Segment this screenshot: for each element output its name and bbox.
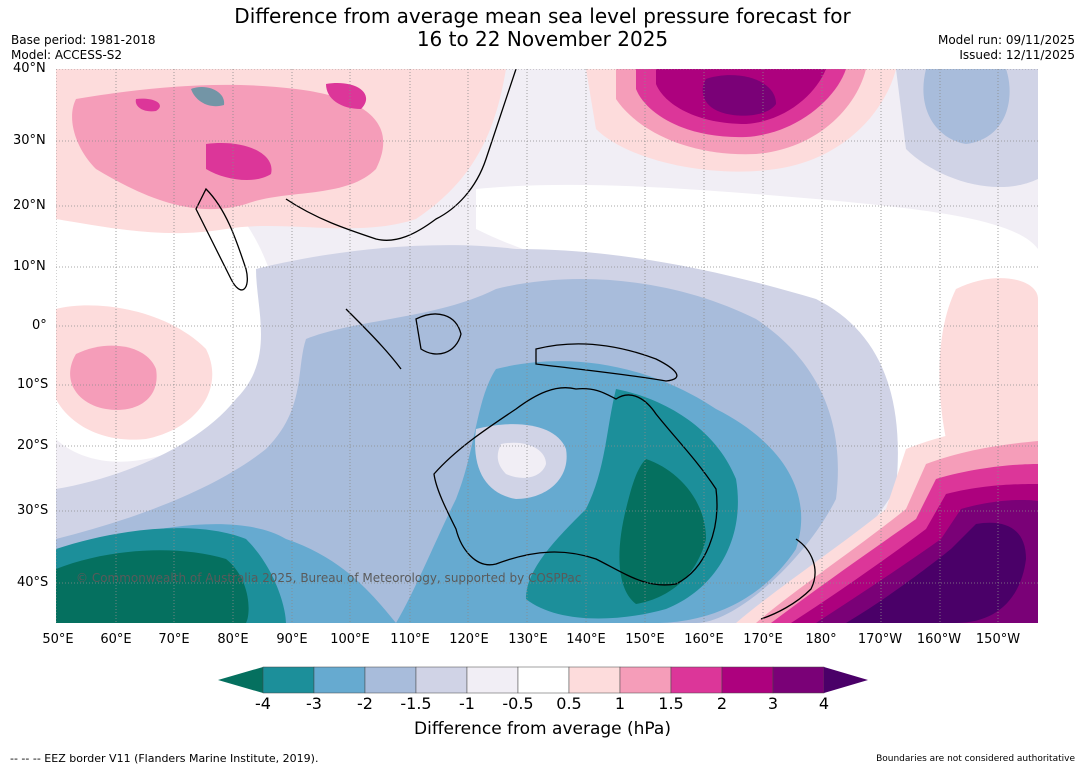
colorbar-segment	[364, 666, 417, 694]
colorbar-segment	[721, 666, 774, 694]
lon-label: 90°E	[276, 632, 308, 647]
colorbar-tick-label: -3	[306, 694, 322, 713]
colorbar-tick-label: -2	[357, 694, 373, 713]
colorbar-segment	[670, 666, 723, 694]
lat-label-40n: 40°N	[13, 61, 46, 76]
lat-label-10n: 10°N	[13, 259, 46, 274]
colorbar-extend-low	[218, 667, 263, 693]
colorbar-segment	[517, 666, 570, 694]
lon-label: 80°E	[217, 632, 249, 647]
contour-sepac-positive-5	[846, 522, 1026, 623]
newguinea-coast	[535, 343, 678, 382]
colorbar-tick-label: 1.5	[658, 694, 684, 713]
model-name: Model: ACCESS-S2	[11, 48, 123, 62]
lon-label: 170°E	[743, 632, 783, 647]
lat-label-10s: 10°S	[17, 377, 49, 392]
colorbar-segment	[262, 666, 315, 694]
issued-date: Issued: 12/11/2025	[959, 48, 1075, 62]
lon-label: 120°E	[449, 632, 489, 647]
pressure-anomaly-map: © Commonwealth of Australia 2025, Bureau…	[56, 69, 1038, 623]
colorbar-tick-label: 0.5	[556, 694, 582, 713]
lon-label: 60°E	[100, 632, 132, 647]
colorbar-tick-label: -0.5	[502, 694, 534, 713]
asia-coast	[285, 69, 517, 241]
colorbar-segment	[415, 666, 468, 694]
india-coast	[195, 187, 248, 291]
lon-label: 100°E	[330, 632, 370, 647]
base-period: Base period: 1981-2018	[11, 33, 156, 47]
colorbar-tick-label: -1	[459, 694, 475, 713]
contour-nepac-negative-2	[923, 69, 1010, 144]
map-title-line1: Difference from average mean sea level p…	[234, 4, 851, 28]
lon-label: 70°E	[158, 632, 190, 647]
himalaya-feature	[191, 86, 225, 107]
lat-label-20s: 20°S	[17, 438, 49, 453]
lat-label-30s: 30°S	[17, 503, 49, 518]
graticule	[56, 69, 1038, 623]
lon-label: 150°W	[975, 632, 1021, 647]
eez-border-note: -- -- -- EEZ border V11 (Flanders Marine…	[10, 752, 319, 765]
colorbar-tick-label: 4	[818, 694, 830, 713]
lon-label: 170°W	[857, 632, 903, 647]
lon-label: 160°W	[916, 632, 962, 647]
colorbar-segment	[619, 666, 672, 694]
contour-aus-interior-weak	[497, 442, 546, 478]
lon-label: 110°E	[390, 632, 430, 647]
lat-label-30n: 30°N	[13, 133, 46, 148]
contour-aus-negative-5	[56, 459, 706, 623]
map-title-line2: 16 to 22 November 2025	[416, 27, 669, 51]
lon-label: 140°E	[566, 632, 606, 647]
colorbar-segment	[772, 666, 825, 694]
colorbar-segment	[568, 666, 621, 694]
colorbar-tick-label: -4	[255, 694, 271, 713]
colorbar-tick-label: -1.5	[400, 694, 432, 713]
colorbar-label: Difference from average (hPa)	[414, 719, 671, 739]
colorbar-tick-label: 2	[716, 694, 728, 713]
model-run: Model run: 09/11/2025	[937, 33, 1075, 47]
colorbar-tick-label: 3	[767, 694, 779, 713]
sumatra-coast	[345, 308, 402, 370]
lat-label-40s: 40°S	[17, 575, 49, 590]
contour-asia-positive-2	[135, 83, 367, 181]
lat-label-20n: 20°N	[13, 198, 46, 213]
lat-label-0: 0°	[32, 318, 47, 333]
map-copyright: © Commonwealth of Australia 2025, Bureau…	[76, 571, 581, 585]
contour-npac-positive-4	[702, 75, 776, 116]
borneo-coast	[415, 313, 462, 355]
colorbar	[218, 666, 868, 694]
lon-label: 150°E	[625, 632, 665, 647]
lon-label: 130°E	[508, 632, 548, 647]
lon-label: 180°	[805, 632, 837, 647]
lon-label: 50°E	[42, 632, 74, 647]
contour-indian-positive-1	[70, 345, 157, 410]
coastlines	[195, 69, 816, 620]
colorbar-extend-high	[824, 667, 868, 693]
newzealand-coast	[760, 538, 816, 620]
colorbar-segment	[313, 666, 366, 694]
boundaries-disclaimer: Boundaries are not considered authoritat…	[876, 754, 1075, 764]
australia-coast	[433, 387, 718, 586]
colorbar-tick-label: 1	[614, 694, 626, 713]
lon-label: 160°E	[684, 632, 724, 647]
colorbar-segment	[466, 666, 519, 694]
